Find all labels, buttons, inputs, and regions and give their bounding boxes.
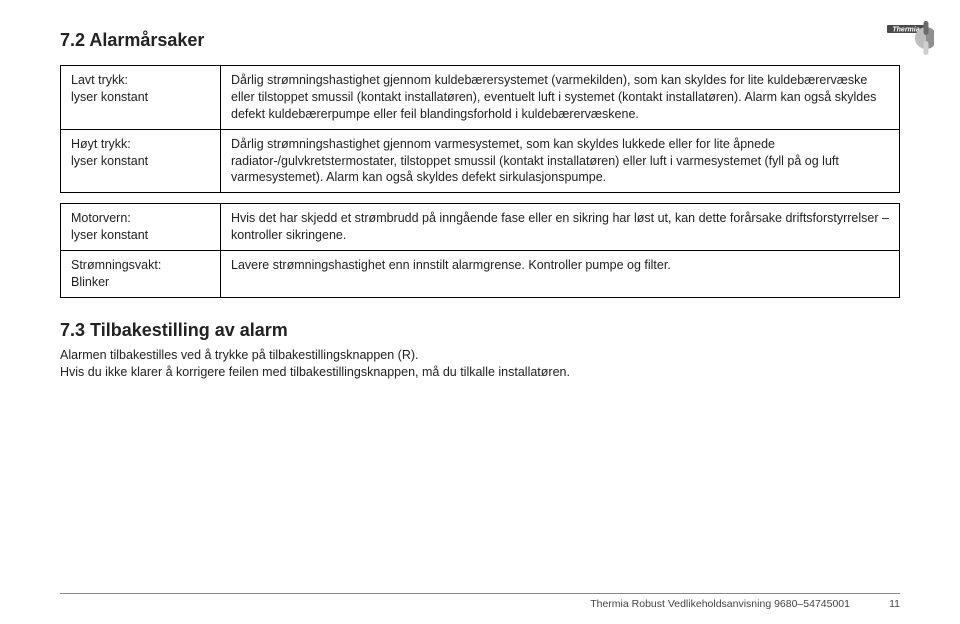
table-row: Lavt trykk: lyser konstant Dårlig strømn… xyxy=(61,66,900,130)
alarm-description: Dårlig strømningshastighet gjennom kulde… xyxy=(221,66,900,130)
svg-text:Thermia: Thermia xyxy=(892,27,919,34)
alarm-term: Motorvern: lyser konstant xyxy=(61,204,221,251)
alarm-causes-table-2: Motorvern: lyser konstant Hvis det har s… xyxy=(60,203,900,298)
alarm-term: Strømningsvakt: Blinker xyxy=(61,251,221,298)
thermia-logo-icon: Thermia xyxy=(886,18,934,58)
footer-document-title: Thermia Robust Vedlikeholdsanvisning 968… xyxy=(590,598,850,610)
alarm-term: Høyt trykk: lyser konstant xyxy=(61,129,221,193)
table-row: Strømningsvakt: Blinker Lavere strømning… xyxy=(61,251,900,298)
page-footer: Thermia Robust Vedlikeholdsanvisning 968… xyxy=(60,593,900,610)
section-heading-alarm-causes: 7.2 Alarmårsaker xyxy=(60,30,900,51)
table-row: Motorvern: lyser konstant Hvis det har s… xyxy=(61,204,900,251)
table-gap xyxy=(60,193,900,203)
footer-page-number: 11 xyxy=(880,598,900,610)
alarm-description: Dårlig strømningshastighet gjennom varme… xyxy=(221,129,900,193)
document-page: Thermia 7.2 Alarmårsaker Lavt trykk: lys… xyxy=(0,0,960,624)
body-paragraph: Alarmen tilbakestilles ved å trykke på t… xyxy=(60,347,580,364)
brand-logo: Thermia xyxy=(886,18,934,63)
alarm-description: Hvis det har skjedd et strømbrudd på inn… xyxy=(221,204,900,251)
section-heading-reset-alarm: 7.3 Tilbakestilling av alarm xyxy=(60,320,900,341)
alarm-description: Lavere strømningshastighet enn innstilt … xyxy=(221,251,900,298)
table-row: Høyt trykk: lyser konstant Dårlig strømn… xyxy=(61,129,900,193)
alarm-causes-table: Lavt trykk: lyser konstant Dårlig strømn… xyxy=(60,65,900,193)
body-paragraph: Hvis du ikke klarer å korrigere feilen m… xyxy=(60,364,580,381)
alarm-term: Lavt trykk: lyser konstant xyxy=(61,66,221,130)
